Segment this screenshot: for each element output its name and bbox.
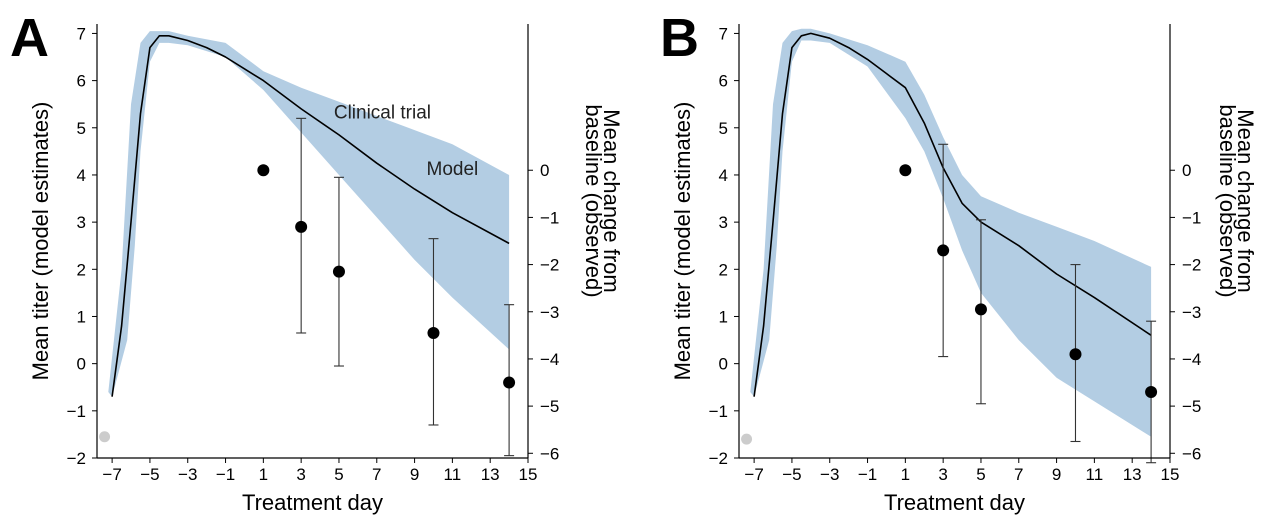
x-tick-label: −7 <box>744 465 763 484</box>
y-left-tick-label: 6 <box>77 72 86 91</box>
y-left-tick-label: 4 <box>719 166 728 185</box>
x-tick-label: 1 <box>901 465 910 484</box>
y-left-axis-title: Mean titer (model estimates) <box>670 102 695 381</box>
annotation-label: Model <box>427 159 479 180</box>
observed-point <box>257 164 270 177</box>
x-tick-label: 5 <box>976 465 985 484</box>
x-tick-label: 9 <box>410 465 419 484</box>
y-right-tick-label: 0 <box>540 161 549 180</box>
y-left-tick-label: −2 <box>709 449 728 468</box>
y-right-tick-label: −4 <box>1182 350 1201 369</box>
gray-marker <box>99 431 111 443</box>
y-right-axis-title-line1: Mean change from <box>1233 109 1258 292</box>
x-tick-label: 11 <box>444 465 462 484</box>
observed-point <box>332 265 345 278</box>
x-tick-label: −1 <box>216 465 235 484</box>
y-left-tick-label: 2 <box>719 260 728 279</box>
x-tick-label: 1 <box>259 465 268 484</box>
x-tick-label: 11 <box>1086 465 1104 484</box>
y-left-tick-label: −1 <box>67 402 86 421</box>
x-tick-label: −5 <box>140 465 159 484</box>
y-left-axis-title: Mean titer (model estimates) <box>28 102 53 381</box>
observed-point <box>974 303 987 316</box>
panel-b: −7 −5 −3 −1 1 3 5 7 9 11 13 15−2−1012345670−1−2−3−4… <box>660 8 1258 515</box>
x-tick-label: 13 <box>481 465 500 484</box>
x-tick-label: −7 <box>102 465 121 484</box>
y-left-tick-label: 3 <box>77 213 86 232</box>
x-tick-label: 3 <box>296 465 305 484</box>
y-left-tick-label: 1 <box>77 307 86 326</box>
y-right-tick-label: −2 <box>1182 256 1201 275</box>
y-left-tick-label: 3 <box>719 213 728 232</box>
y-right-tick-label: −6 <box>1182 444 1201 463</box>
y-right-axis-title-line2: baseline (observed) <box>581 104 606 297</box>
y-left-tick-label: 7 <box>719 24 728 43</box>
y-right-axis-title-line2: baseline (observed) <box>1215 104 1240 297</box>
x-tick-label: 15 <box>1161 465 1180 484</box>
y-left-tick-label: 0 <box>719 355 728 374</box>
panel-letter: A <box>10 8 49 68</box>
model-uncertainty-band <box>750 28 1152 437</box>
x-tick-label: −3 <box>178 465 197 484</box>
observed-point <box>1069 348 1082 361</box>
x-tick-label: −5 <box>782 465 801 484</box>
y-right-tick-label: −1 <box>1182 208 1201 227</box>
y-left-tick-label: −1 <box>709 402 728 421</box>
y-right-tick-label: −5 <box>1182 397 1201 416</box>
observed-point <box>427 326 440 339</box>
model-mean-line <box>111 34 510 397</box>
y-left-tick-label: −2 <box>67 449 86 468</box>
x-tick-label: −3 <box>820 465 839 484</box>
x-tick-label: 3 <box>938 465 947 484</box>
x-tick-label: −1 <box>858 465 877 484</box>
y-left-tick-label: 7 <box>77 24 86 43</box>
panel-a: −7 −5 −3 −1 1 3 5 7 9 11 13 15−2−1012345670−1−2−3−4… <box>10 8 624 515</box>
x-tick-label: 5 <box>334 465 343 484</box>
y-right-tick-label: −3 <box>1182 303 1201 322</box>
y-left-tick-label: 4 <box>77 166 86 185</box>
x-axis-title: Treatment day <box>242 490 383 515</box>
y-right-tick-label: −2 <box>540 256 559 275</box>
x-tick-label: 7 <box>1014 465 1023 484</box>
panel-letter: B <box>660 8 699 68</box>
gray-marker <box>741 433 753 445</box>
y-right-tick-label: −4 <box>540 350 559 369</box>
observed-point <box>937 244 950 257</box>
y-left-tick-label: 2 <box>77 260 86 279</box>
y-right-tick-label: −1 <box>540 208 559 227</box>
x-tick-label: 13 <box>1123 465 1142 484</box>
model-uncertainty-band <box>108 31 510 397</box>
y-right-tick-label: 0 <box>1182 161 1191 180</box>
observed-point <box>899 164 912 177</box>
x-axis-title: Treatment day <box>884 490 1025 515</box>
y-right-tick-label: −5 <box>540 397 559 416</box>
y-right-axis-title-line1: Mean change from <box>599 109 624 292</box>
model-mean-line <box>753 32 1152 397</box>
y-left-tick-label: 6 <box>719 72 728 91</box>
annotation-label: Clinical trial <box>334 102 431 123</box>
y-left-tick-label: 5 <box>719 119 728 138</box>
x-tick-label: 9 <box>1052 465 1061 484</box>
y-left-tick-label: 0 <box>77 355 86 374</box>
y-left-tick-label: 5 <box>77 119 86 138</box>
x-tick-label: 7 <box>372 465 381 484</box>
y-right-tick-label: −6 <box>540 444 559 463</box>
observed-point <box>503 376 516 389</box>
x-tick-label: 15 <box>519 465 538 484</box>
y-left-tick-label: 1 <box>719 307 728 326</box>
observed-point <box>1145 385 1158 398</box>
observed-point <box>295 220 308 233</box>
y-right-tick-label: −3 <box>540 303 559 322</box>
